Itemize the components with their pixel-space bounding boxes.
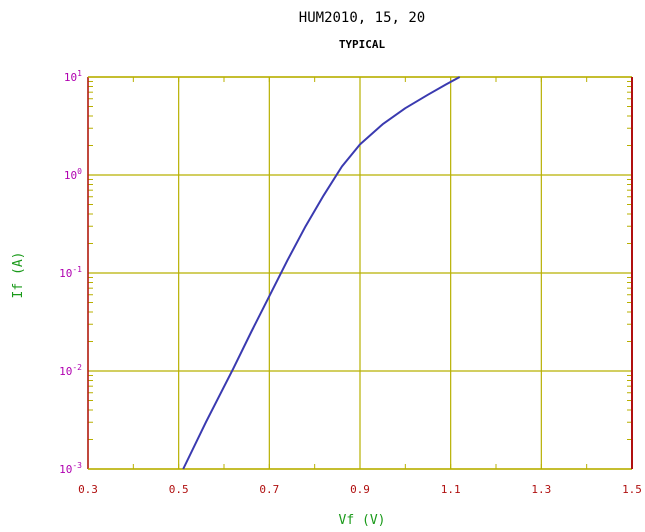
x-tick-label: 0.3 bbox=[78, 483, 98, 496]
y-tick-label: 10-3 bbox=[59, 461, 82, 476]
y-tick-label: 100 bbox=[64, 167, 82, 182]
x-tick-label: 1.1 bbox=[441, 483, 461, 496]
chart-subtitle: TYPICAL bbox=[339, 38, 386, 51]
x-tick-label: 1.3 bbox=[531, 483, 551, 496]
y-tick-labels: 10-3 10-2 10-1 100 101 bbox=[59, 69, 82, 476]
y-tick-label: 10-2 bbox=[59, 363, 82, 378]
x-axis-label: Vf (V) bbox=[339, 513, 386, 528]
plot-frame bbox=[87, 76, 633, 470]
x-tick-label: 0.9 bbox=[350, 483, 370, 496]
series-line bbox=[182, 76, 461, 470]
x-tick-labels: 0.3 0.5 0.7 0.9 1.1 1.3 1.5 bbox=[78, 483, 642, 496]
x-tick-label: 1.5 bbox=[622, 483, 642, 496]
x-tick-label: 0.5 bbox=[169, 483, 189, 496]
curves bbox=[182, 76, 461, 470]
y-tick-label: 101 bbox=[64, 69, 82, 84]
grid bbox=[87, 76, 633, 470]
y-axis-label: If (A) bbox=[11, 252, 26, 299]
y-tick-label: 10-1 bbox=[59, 265, 82, 280]
x-tick-label: 0.7 bbox=[259, 483, 279, 496]
chart-title: HUM2010, 15, 20 bbox=[299, 10, 425, 26]
